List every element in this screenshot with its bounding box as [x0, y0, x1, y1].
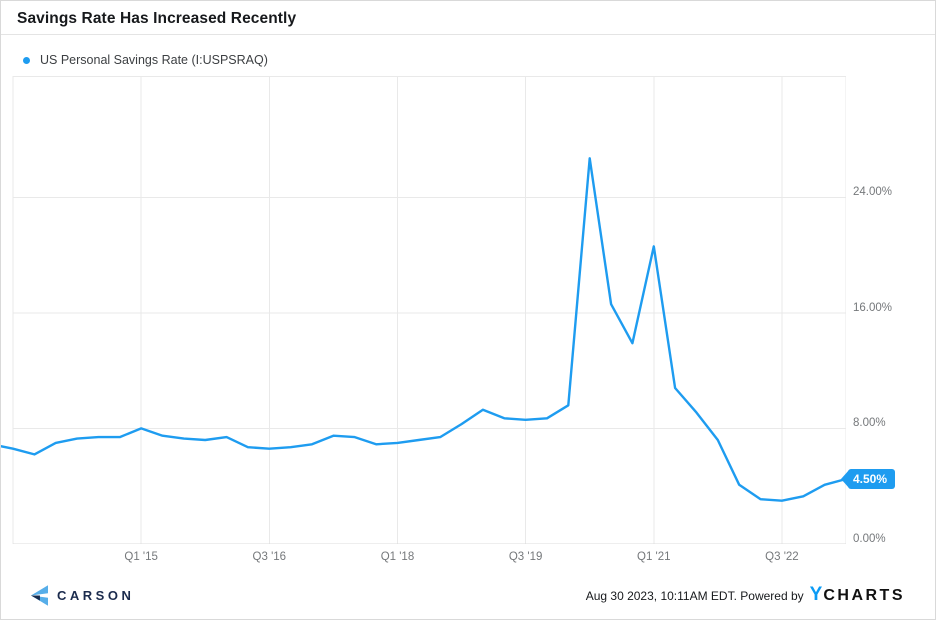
x-tick-label: Q1 '15	[124, 551, 158, 563]
series-line	[1, 157, 846, 502]
y-tick-label: 16.00%	[853, 301, 893, 314]
series-dot-icon	[23, 56, 30, 64]
ycharts-wordmark: CHARTS	[823, 587, 905, 604]
line-chart-svg	[1, 76, 846, 544]
timestamp-row: Aug 30 2023, 10:11AM EDT. Powered by YCH…	[586, 584, 905, 606]
chart-legend: US Personal Savings Rate (I:USPSRAQ)	[23, 53, 268, 67]
y-tick-label: 8.00%	[853, 417, 886, 430]
title-divider	[1, 34, 935, 35]
chart-plot-area[interactable]	[1, 76, 846, 544]
y-tick-label: 24.00%	[853, 186, 893, 199]
x-tick-label: Q3 '19	[508, 551, 543, 563]
x-tick-label: Q1 '21	[637, 551, 671, 563]
last-value-badge: 4.50%	[840, 469, 896, 489]
x-tick-label: Q3 '22	[765, 551, 799, 563]
ycharts-y: Y	[809, 584, 824, 605]
x-tick-label: Q1 '18	[380, 551, 415, 563]
x-tick-label: Q3 '16	[252, 551, 287, 563]
carson-logo: CARSON	[31, 584, 135, 606]
timestamp: Aug 30 2023, 10:11AM EDT. Powered by	[585, 589, 804, 603]
ycharts-logo: YCHARTS	[810, 584, 905, 606]
y-tick-label: 0.00%	[853, 533, 886, 545]
carson-chevron-icon	[31, 584, 48, 606]
series-label: US Personal Savings Rate (I:USPSRAQ)	[40, 53, 268, 67]
footer: CARSON Aug 30 2023, 10:11AM EDT. Powered…	[1, 577, 935, 619]
carson-wordmark: CARSON	[57, 587, 135, 603]
page-title: Savings Rate Has Increased Recently	[17, 10, 297, 27]
